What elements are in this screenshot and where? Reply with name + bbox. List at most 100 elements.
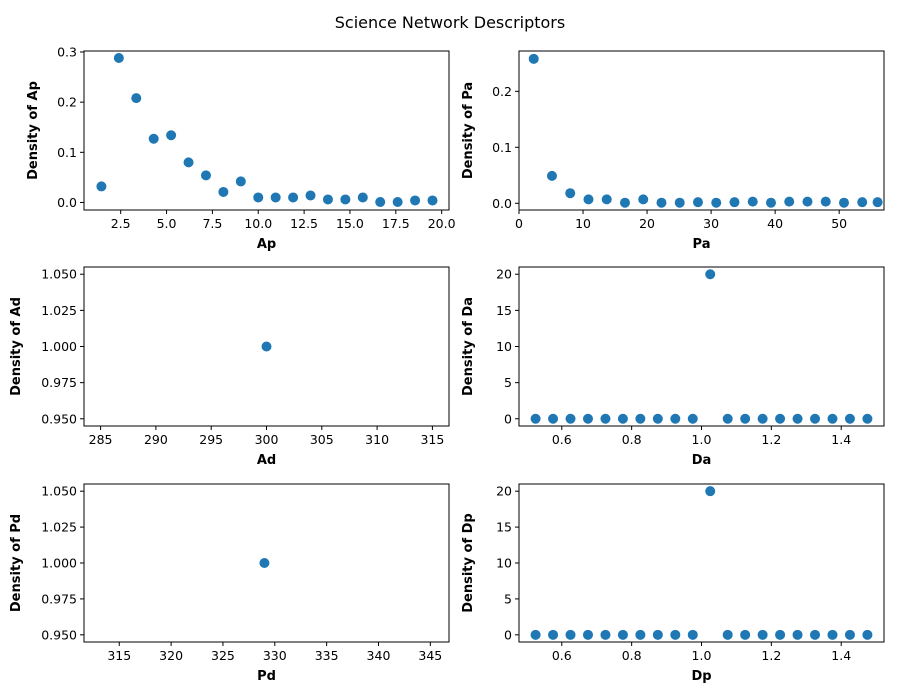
data-point <box>235 176 246 187</box>
x-axis-label: Ad <box>257 453 276 468</box>
data-point <box>253 192 264 203</box>
y-tick-label: 20 <box>496 267 512 282</box>
x-tick-label: 12.5 <box>290 216 318 231</box>
data-point <box>740 413 751 424</box>
data-point <box>357 192 368 203</box>
figure-title: Science Network Descriptors <box>335 13 565 32</box>
x-tick-label: 20.0 <box>428 216 456 231</box>
y-tick-label: 5 <box>504 591 512 606</box>
data-point <box>548 413 559 424</box>
x-tick-label: 2.5 <box>111 216 131 231</box>
data-point <box>427 195 438 206</box>
data-point <box>600 629 611 640</box>
data-point <box>765 197 776 208</box>
data-point <box>565 629 576 640</box>
x-axis-label: Pd <box>257 669 276 684</box>
subplot-pd: 315 320 325 330 335 340 345 0.950 0.975 1.000 1.02… <box>9 483 450 684</box>
subplot-dp: 0.6 0.8 1.0 1.2 1.4 0 5 10 15 20 Dp Density of Dp <box>461 483 885 684</box>
data-point <box>652 629 663 640</box>
data-point <box>322 194 333 205</box>
y-axis-label: Density of Ap <box>26 81 41 180</box>
x-tick-label: 340 <box>367 648 391 663</box>
data-point <box>747 196 758 207</box>
data-point <box>652 413 663 424</box>
data-point <box>183 157 194 168</box>
axes-frame <box>518 483 885 643</box>
x-tick-label: 1.4 <box>831 432 851 447</box>
data-point <box>711 197 722 208</box>
subplot-da: 0.6 0.8 1.0 1.2 1.4 0 5 10 15 20 Da Density of Da <box>461 266 885 468</box>
x-tick-label: 1.0 <box>692 648 712 663</box>
y-tick-label: 0.975 <box>41 591 77 606</box>
data-point <box>131 93 142 104</box>
data-point <box>218 186 229 197</box>
x-tick-label: 40 <box>767 216 783 231</box>
data-point <box>617 413 628 424</box>
data-point <box>722 413 733 424</box>
data-point <box>802 196 813 207</box>
x-tick-label: 1.2 <box>761 648 781 663</box>
y-tick-label: 0.975 <box>41 375 77 390</box>
x-axis-label: Da <box>692 453 712 468</box>
x-tick-label: 300 <box>255 432 279 447</box>
data-point <box>583 194 594 205</box>
x-tick-label: 0.6 <box>552 432 572 447</box>
data-point <box>757 413 768 424</box>
x-tick-label: 1.4 <box>831 648 851 663</box>
data-point <box>565 413 576 424</box>
data-point <box>601 194 612 205</box>
y-axis-label: Density of Ad <box>9 297 24 396</box>
data-point <box>530 413 541 424</box>
y-tick-label: 1.050 <box>41 267 77 282</box>
y-tick-label: 1.000 <box>41 556 77 571</box>
y-tick-label: 10 <box>496 339 512 354</box>
data-point <box>548 629 559 640</box>
x-tick-label: 10.0 <box>244 216 272 231</box>
x-tick-label: 20 <box>639 216 655 231</box>
y-tick-label: 15 <box>496 303 512 318</box>
y-tick-label: 1.000 <box>41 339 77 354</box>
y-axis-label: Density of Da <box>461 297 476 396</box>
x-tick-label: 295 <box>199 432 223 447</box>
x-tick-label: 5.0 <box>157 216 177 231</box>
subplot-ad: 285 290 295 300 305 310 315 0.950 0.975 1.000 1.02… <box>9 266 450 468</box>
y-tick-label: 5 <box>504 375 512 390</box>
x-tick-label: 30 <box>703 216 719 231</box>
data-point <box>670 413 681 424</box>
y-tick-label: 20 <box>496 484 512 499</box>
x-tick-label: 335 <box>315 648 339 663</box>
x-axis-label: Pa <box>693 237 711 252</box>
y-tick-label: 0.1 <box>57 145 77 160</box>
data-point <box>656 197 667 208</box>
data-point <box>305 190 316 201</box>
x-tick-label: 305 <box>310 432 334 447</box>
data-point <box>148 133 159 144</box>
data-point <box>687 629 698 640</box>
y-tick-label: 1.025 <box>41 520 77 535</box>
data-point <box>810 629 821 640</box>
y-axis-label: Density of Pd <box>9 514 24 612</box>
axes-frame <box>83 50 450 211</box>
data-point <box>200 170 211 181</box>
x-tick-label: 50 <box>831 216 847 231</box>
data-point <box>619 197 630 208</box>
y-tick-label: 15 <box>496 520 512 535</box>
data-point <box>784 196 795 207</box>
x-tick-label: 320 <box>159 648 183 663</box>
data-point <box>844 629 855 640</box>
data-point <box>565 188 576 199</box>
x-tick-label: 1.0 <box>692 432 712 447</box>
x-tick-label: 7.5 <box>202 216 222 231</box>
data-point <box>722 629 733 640</box>
y-tick-label: 0 <box>504 411 512 426</box>
data-point <box>775 413 786 424</box>
data-point <box>635 629 646 640</box>
data-point <box>775 629 786 640</box>
data-point <box>96 181 107 192</box>
data-point <box>340 194 351 205</box>
y-tick-label: 0.2 <box>57 95 77 110</box>
data-point <box>582 413 593 424</box>
axes-frame <box>518 50 885 211</box>
data-point <box>705 486 716 497</box>
data-point <box>820 196 831 207</box>
